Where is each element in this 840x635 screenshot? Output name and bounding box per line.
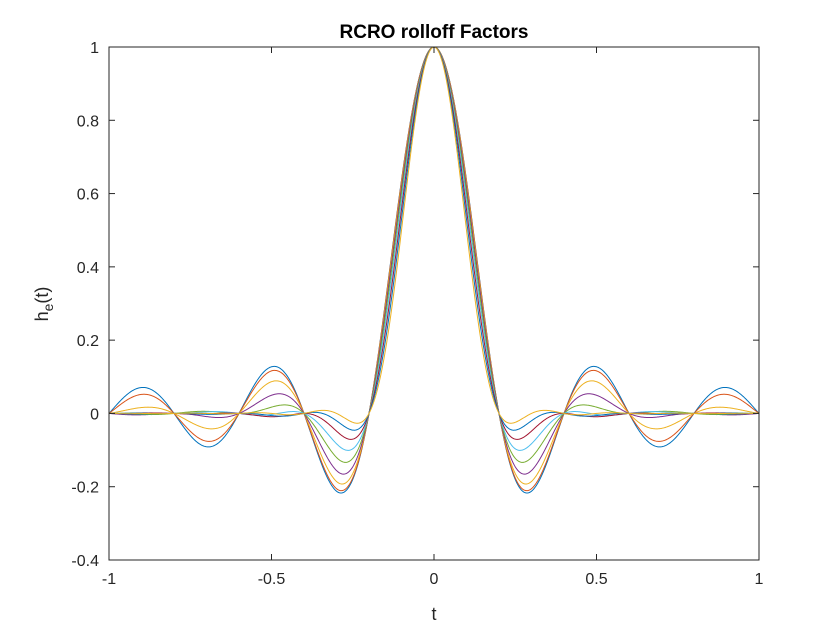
tick-layer: -1 -0.5 0 0.5 1 -0.4 -0.2 0 0.2 0.4 0.6 0.8 1 xyxy=(71,40,763,588)
x-axis-label: t xyxy=(431,604,436,624)
y-axis-label: he(t) xyxy=(32,287,56,322)
y-axis-label-subscript: e xyxy=(40,303,56,311)
y-tick-label: 0.2 xyxy=(77,333,99,350)
y-tick-label: 0.4 xyxy=(77,260,99,277)
x-tick-label: 0 xyxy=(430,571,439,588)
x-tick-label: -0.5 xyxy=(258,571,286,588)
y-tick-label: 1 xyxy=(90,40,99,57)
chart-title: RCRO rolloff Factors xyxy=(340,22,529,43)
y-axis-label-suffix: (t) xyxy=(32,287,52,304)
x-tick-label: 1 xyxy=(755,571,764,588)
y-axis-label-base: h xyxy=(32,311,52,321)
x-tick-label: 0.5 xyxy=(585,571,607,588)
y-tick-label: 0.6 xyxy=(77,187,99,204)
y-tick-label: -0.2 xyxy=(71,480,99,497)
plot-background xyxy=(109,47,759,560)
y-axis-label-group: he(t) xyxy=(32,287,56,322)
y-tick-label: -0.4 xyxy=(71,553,99,570)
y-tick-label: 0 xyxy=(90,406,99,423)
x-tick-label: -1 xyxy=(102,571,116,588)
y-tick-label: 0.8 xyxy=(77,113,99,130)
